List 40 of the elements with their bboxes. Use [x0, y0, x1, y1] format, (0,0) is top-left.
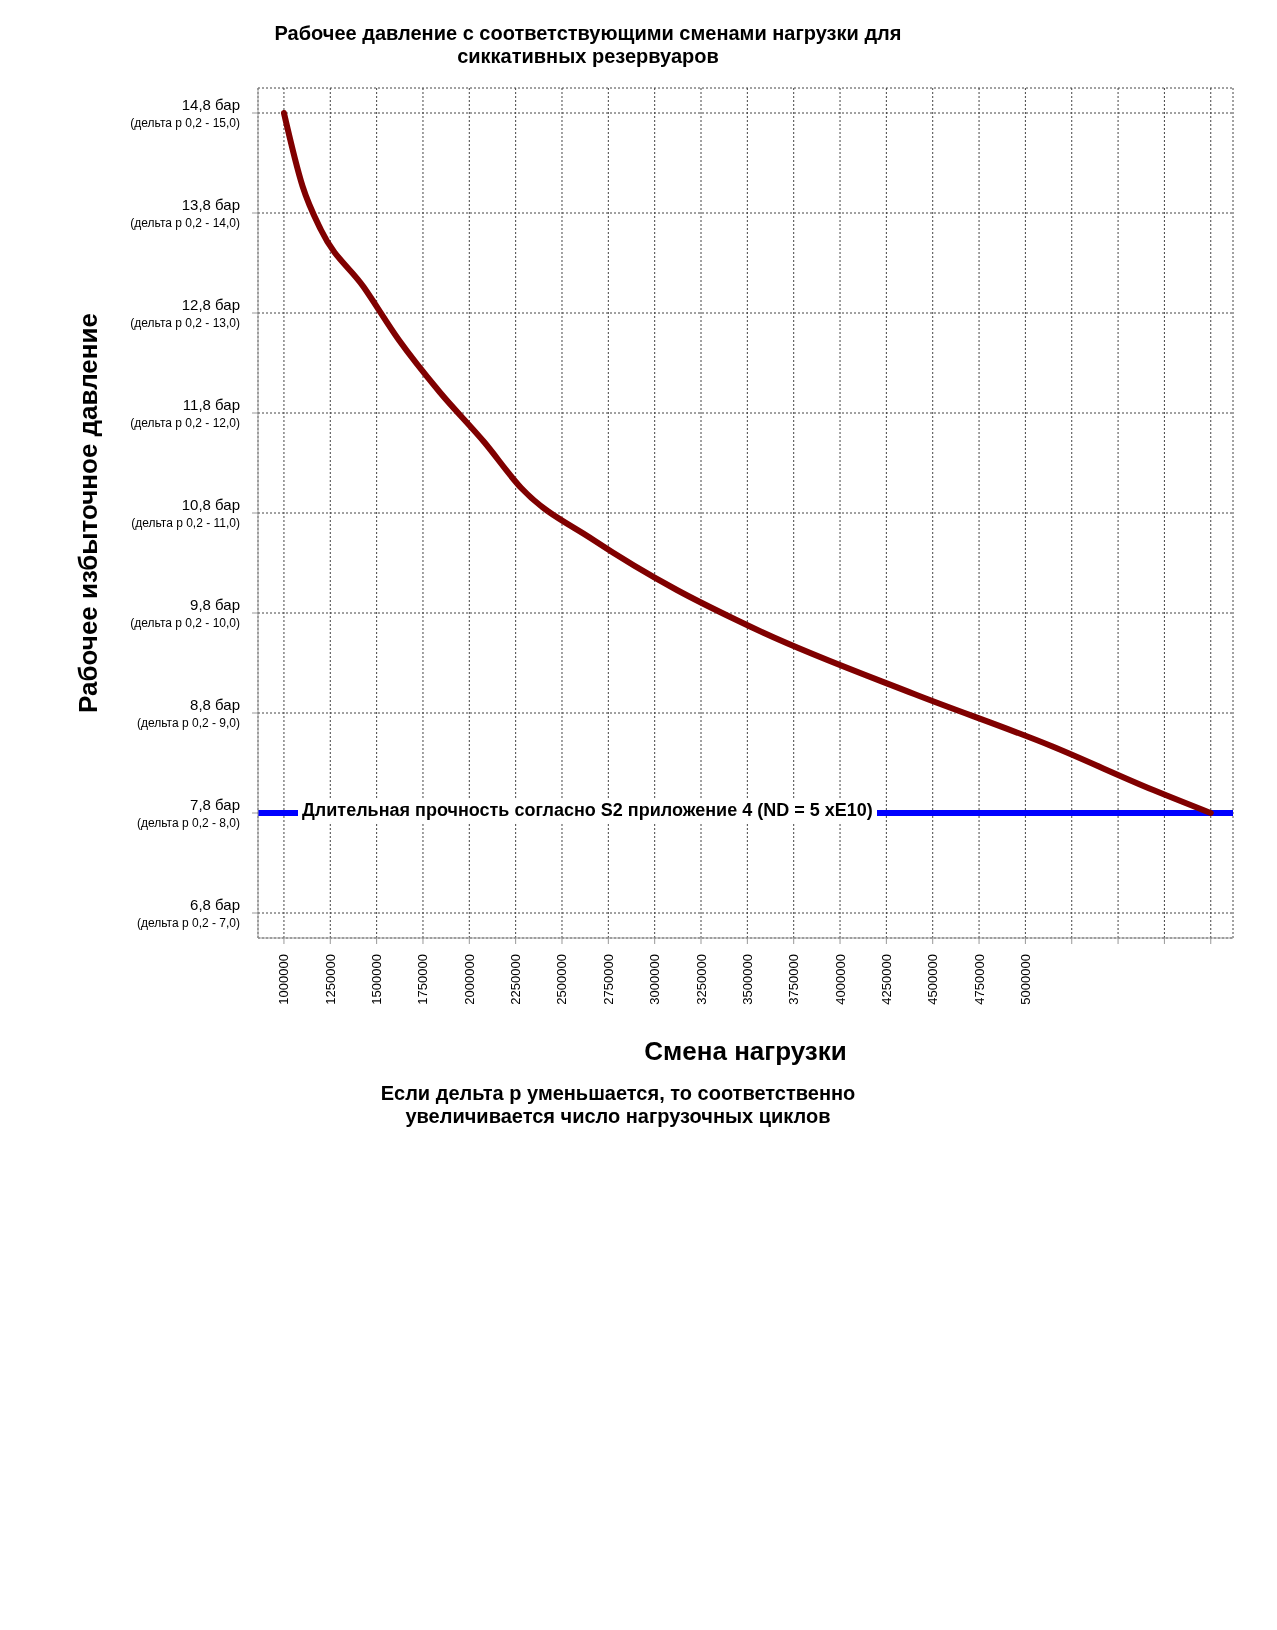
- y-tick-label: 7,8 бар: [190, 796, 240, 813]
- x-tick-label: 2500000: [554, 954, 570, 1005]
- y-tick-label: 8,8 бар: [190, 696, 240, 713]
- y-tick-label: 9,8 бар: [190, 596, 240, 613]
- text: (дельта р 0,2 - 13,0): [130, 316, 240, 330]
- annotation: Длительная прочность согласно S2 приложение 4 (ND = 5 xE10): [298, 798, 877, 823]
- x-axis-title: Смена нагрузки: [644, 1036, 847, 1066]
- text: (дельта р 0,2 - 14,0): [130, 216, 240, 230]
- text: (дельта р 0,2 - 12,0): [130, 416, 240, 430]
- x-tick-label: 3000000: [647, 954, 663, 1005]
- x-tick-label: 4500000: [925, 954, 941, 1005]
- chart-title: Рабочее давление с соответствующими сменами нагрузки для сиккативных резервуаров: [273, 21, 903, 69]
- x-tick-label: 3500000: [739, 954, 755, 1005]
- text: (дельта р 0,2 - 7,0): [137, 916, 240, 930]
- x-tick-label: 4750000: [971, 954, 987, 1005]
- x-tick-label: 4000000: [832, 954, 848, 1005]
- y-axis-title: Рабочее избыточное давление: [73, 313, 104, 713]
- text: (дельта р 0,2 - 10,0): [130, 616, 240, 630]
- y-tick-label: 6,8 бар: [190, 896, 240, 913]
- x-tick-label: 5000000: [1017, 954, 1033, 1005]
- y-tick-label: 11,8 бар: [182, 396, 240, 413]
- y-tick-label: 12,8 бар: [181, 296, 240, 313]
- x-tick-label: 2000000: [461, 954, 477, 1005]
- text: (дельта р 0,2 - 11,0): [131, 516, 240, 530]
- x-tick-label: 4250000: [878, 954, 894, 1005]
- x-tick-label: 1250000: [322, 954, 338, 1005]
- x-tick-label: 3750000: [786, 954, 802, 1005]
- text: (дельта р 0,2 - 15,0): [130, 116, 240, 130]
- x-tick-label: 2250000: [508, 954, 524, 1005]
- x-tick-label: 3250000: [693, 954, 709, 1005]
- text: Если дельта р уменьшается, то соответственно увеличивается число нагрузочных циклов: [379, 1081, 857, 1128]
- x-tick-label: 1750000: [415, 954, 431, 1005]
- y-tick-label: 14,8 бар: [181, 96, 240, 113]
- x-tick-label: 2750000: [600, 954, 616, 1005]
- x-tick-label: 1000000: [276, 954, 292, 1005]
- y-tick-label: 10,8 бар: [181, 496, 240, 513]
- text: (дельта р 0,2 - 8,0): [137, 816, 240, 830]
- y-tick-label: 13,8 бар: [181, 196, 240, 213]
- text: (дельта р 0,2 - 9,0): [137, 716, 240, 730]
- x-tick-label: 1500000: [369, 954, 385, 1005]
